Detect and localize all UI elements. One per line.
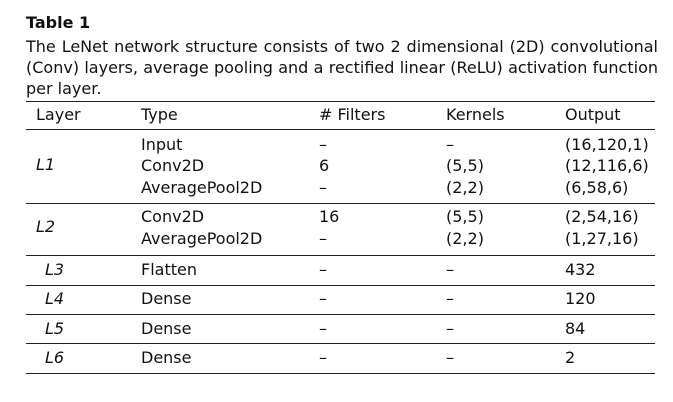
table-cell-filters: 16 — [319, 207, 340, 226]
table-cell-filters: – — [319, 348, 327, 367]
table-cell-filters: – — [319, 289, 327, 308]
table-cell-output: 432 — [565, 260, 596, 279]
table-cell-type: Flatten — [141, 260, 197, 279]
table-cell-type: Input — [141, 135, 183, 154]
layer-label-l1: L1 — [36, 155, 56, 174]
table-cell-kernels: – — [446, 348, 454, 367]
table-cell-kernels: – — [446, 260, 454, 279]
table-cell-filters: – — [319, 319, 327, 338]
table-caption: The LeNet network structure consists of … — [26, 37, 658, 98]
table-cell-kernels: (2,2) — [446, 178, 484, 197]
table-cell-kernels: – — [446, 319, 454, 338]
header-type: Type — [141, 105, 178, 124]
table-top-rule — [26, 101, 655, 102]
table-row-divider — [26, 314, 655, 315]
table-row-divider — [26, 203, 655, 204]
table-row-divider — [26, 343, 655, 344]
table-row-divider — [26, 255, 655, 256]
table-cell-type: Dense — [141, 319, 192, 338]
layer-label-l3: L3 — [45, 260, 65, 279]
table-cell-filters: – — [319, 135, 327, 154]
header-filters: # Filters — [319, 105, 386, 124]
table-cell-kernels: – — [446, 135, 454, 154]
header-kernels: Kernels — [446, 105, 505, 124]
table-cell-filters: 6 — [319, 156, 330, 175]
table-cell-type: Conv2D — [141, 156, 205, 175]
table-cell-type: AveragePool2D — [141, 229, 263, 248]
table-cell-kernels: (5,5) — [446, 207, 484, 226]
table-cell-output: 2 — [565, 348, 576, 367]
table-cell-type: Dense — [141, 348, 192, 367]
table-cell-filters: – — [319, 178, 327, 197]
table-cell-filters: – — [319, 260, 327, 279]
table-cell-output: (12,116,6) — [565, 156, 649, 175]
table-cell-output: 120 — [565, 289, 596, 308]
layer-label-l6: L6 — [45, 348, 65, 367]
table-bottom-rule — [26, 373, 655, 374]
table-cell-output: (2,54,16) — [565, 207, 639, 226]
table-cell-output: (16,120,1) — [565, 135, 649, 154]
layer-label-l5: L5 — [45, 319, 65, 338]
table-cell-type: AveragePool2D — [141, 178, 263, 197]
table-cell-output: 84 — [565, 319, 586, 338]
header-output: Output — [565, 105, 621, 124]
table-cell-output: (6,58,6) — [565, 178, 629, 197]
table-title: Table 1 — [26, 13, 91, 32]
table-cell-kernels: (5,5) — [446, 156, 484, 175]
table-cell-output: (1,27,16) — [565, 229, 639, 248]
table-cell-filters: – — [319, 229, 327, 248]
layer-label-l4: L4 — [45, 289, 65, 308]
table-cell-type: Dense — [141, 289, 192, 308]
table-header-rule — [26, 129, 655, 130]
table-cell-kernels: – — [446, 289, 454, 308]
header-layer: Layer — [36, 105, 81, 124]
table-cell-kernels: (2,2) — [446, 229, 484, 248]
layer-label-l2: L2 — [36, 217, 56, 236]
table-cell-type: Conv2D — [141, 207, 205, 226]
table-row-divider — [26, 285, 655, 286]
